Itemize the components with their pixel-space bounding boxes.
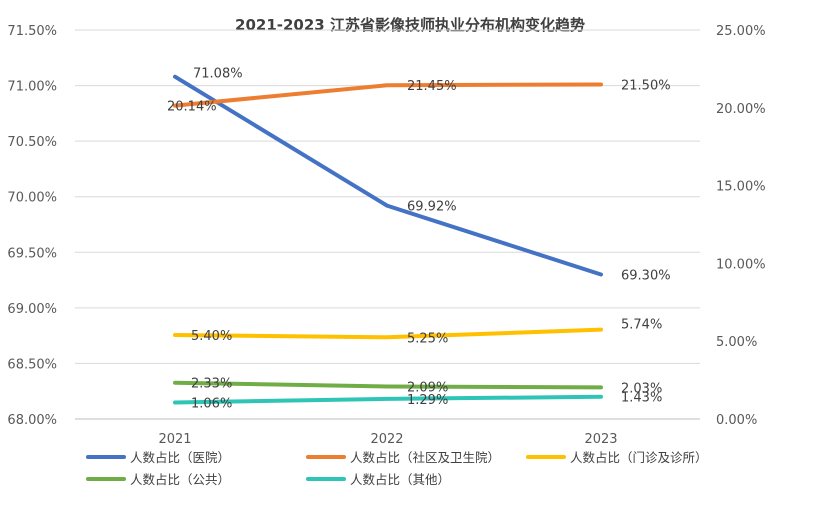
right-tick-label: 20.00% [716, 102, 766, 117]
left-tick-label: 69.00% [7, 302, 57, 317]
data-label: 5.25% [407, 331, 448, 346]
legend-item[interactable]: 人数占比（门诊及诊所） [526, 450, 708, 465]
legend-item[interactable]: 人数占比（社区及卫生院） [306, 450, 500, 465]
legend-label: 人数占比（公共） [130, 472, 230, 487]
right-tick-label: 10.00% [716, 257, 766, 272]
series-line [173, 82, 603, 108]
left-tick-label: 68.00% [7, 413, 57, 428]
gridlines [75, 29, 700, 420]
data-label: 21.50% [621, 78, 671, 93]
series-line [173, 327, 603, 340]
left-tick-label: 68.50% [7, 357, 57, 372]
legend-label: 人数占比（医院） [130, 450, 230, 465]
series-line [173, 394, 603, 405]
chart-title: 2021-2023 江苏省影像技师执业分布机构变化趋势 [235, 16, 585, 34]
data-label: 71.08% [193, 67, 243, 82]
right-tick-label: 15.00% [716, 180, 766, 195]
legend-item[interactable]: 人数占比（其他） [306, 472, 450, 487]
legend-label: 人数占比（社区及卫生院） [350, 450, 500, 465]
data-label: 69.30% [621, 269, 671, 284]
series-line [173, 380, 603, 390]
data-labels: 71.08% 69.92% 69.30% 20.14% 21.45% 21.50% 5.40… [167, 67, 671, 412]
data-label: 5.74% [621, 318, 662, 333]
left-tick-label: 71.00% [7, 80, 57, 95]
legend[interactable]: 人数占比（医院） 人数占比（社区及卫生院） 人数占比（门诊及诊所） 人数占比（公共） 人… [86, 450, 708, 487]
left-tick-label: 70.50% [7, 135, 57, 150]
right-tick-label: 5.00% [716, 335, 757, 350]
series-lines [173, 74, 603, 405]
data-label: 1.43% [621, 391, 662, 406]
data-label: 5.40% [191, 329, 232, 344]
left-tick-label: 69.50% [7, 246, 57, 261]
data-label: 2.09% [407, 380, 448, 395]
data-label: 69.92% [407, 200, 457, 215]
data-label: 1.06% [191, 397, 232, 412]
left-tick-label: 71.50% [7, 24, 57, 39]
series-line [173, 74, 603, 277]
left-tick-label: 70.00% [7, 191, 57, 206]
right-y-axis: 0.00% 5.00% 10.00% 15.00% 20.00% 25.00% [716, 24, 766, 428]
legend-item[interactable]: 人数占比（医院） [86, 450, 230, 465]
data-label: 21.45% [407, 79, 457, 94]
legend-label: 人数占比（门诊及诊所） [570, 450, 708, 465]
x-axis: 2021 2022 2023 [158, 432, 617, 447]
left-y-axis: 68.00% 68.50% 69.00% 69.50% 70.00% 70.50% 71.0… [7, 24, 57, 428]
legend-item[interactable]: 人数占比（公共） [86, 472, 230, 487]
data-label: 2.03% [621, 381, 662, 396]
x-tick-label: 2021 [158, 432, 191, 447]
legend-label: 人数占比（其他） [350, 472, 450, 487]
right-tick-label: 0.00% [716, 413, 757, 428]
x-tick-label: 2023 [584, 432, 617, 447]
data-label: 20.14% [167, 100, 217, 115]
x-tick-label: 2022 [370, 432, 403, 447]
data-label: 1.29% [407, 393, 448, 408]
data-label: 2.33% [191, 377, 232, 392]
right-tick-label: 25.00% [716, 24, 766, 39]
